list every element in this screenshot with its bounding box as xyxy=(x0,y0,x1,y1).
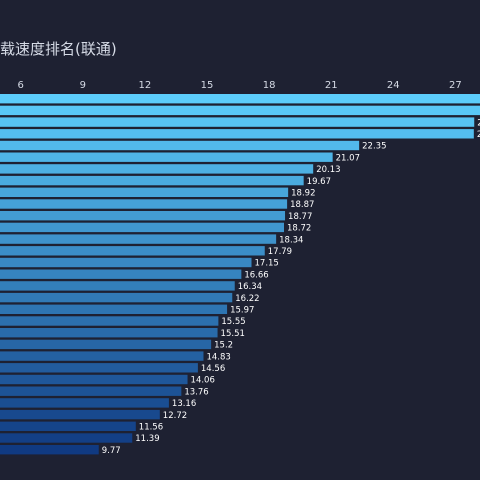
bar xyxy=(0,152,333,162)
bar xyxy=(0,246,265,256)
bar-value-label: 16.22 xyxy=(235,294,259,304)
bar xyxy=(0,187,289,197)
bar xyxy=(0,281,235,291)
bar-value-label: 12.72 xyxy=(163,411,187,421)
bar-value-label: 14.56 xyxy=(201,364,225,374)
bar xyxy=(0,211,286,221)
bar-value-label: 13.76 xyxy=(184,387,208,397)
bar-value-label: 21.07 xyxy=(336,153,360,163)
bar xyxy=(0,363,198,373)
bar-value-label: 15.55 xyxy=(221,317,245,327)
bar xyxy=(0,409,160,420)
x-tick-label: 9 xyxy=(80,80,86,91)
bar-value-label: 11.56 xyxy=(139,423,163,433)
bar-value-label: 18.72 xyxy=(287,224,311,234)
bar xyxy=(0,292,233,303)
bar-value-label: 15.51 xyxy=(221,329,245,339)
bar xyxy=(0,386,182,396)
chart-title: 载速度排名(联通) xyxy=(0,40,117,58)
bar xyxy=(0,117,475,127)
x-tick-label: 21 xyxy=(325,80,338,91)
bar-value-label: 16.34 xyxy=(238,282,262,292)
bar xyxy=(0,105,480,116)
x-tick-label: 18 xyxy=(263,80,276,91)
bar xyxy=(0,234,277,244)
bar xyxy=(0,433,133,443)
bar xyxy=(0,222,285,233)
bar-value-label: 19.67 xyxy=(307,177,331,187)
bar xyxy=(0,140,360,151)
bar-value-label: 14.83 xyxy=(206,352,230,362)
bar-value-label: 14.06 xyxy=(191,376,215,386)
bar xyxy=(0,421,136,431)
bar-value-label: 15.97 xyxy=(230,306,254,316)
bar-value-label: 18.87 xyxy=(290,200,314,210)
bar xyxy=(0,398,169,408)
bar xyxy=(0,328,218,338)
x-tick-label: 27 xyxy=(449,80,462,91)
bar-value-label: 22.35 xyxy=(362,142,386,152)
bar-value-label: 15.2 xyxy=(214,341,233,351)
x-tick-label: 12 xyxy=(139,80,152,91)
bar-value-label: 20.13 xyxy=(316,165,340,175)
bar xyxy=(0,164,314,174)
x-tick-label: 15 xyxy=(201,80,214,91)
bar-value-label: 18.34 xyxy=(279,235,303,245)
bar-value-label: 18.92 xyxy=(291,189,315,199)
bar-value-label: 17.79 xyxy=(268,247,292,257)
bar xyxy=(0,374,188,385)
bar-value-label: 17.15 xyxy=(255,259,279,269)
bar xyxy=(0,351,204,361)
bar xyxy=(0,339,212,350)
bar xyxy=(0,94,480,104)
bar xyxy=(0,199,288,209)
x-tick-label: 6 xyxy=(18,80,24,91)
bar-value-label: 11.39 xyxy=(135,434,159,444)
bar-value-label: 9.77 xyxy=(102,446,121,456)
bar xyxy=(0,257,252,268)
x-tick-label: 24 xyxy=(387,80,400,91)
bar-value-label: 27.91 xyxy=(477,118,480,128)
bar-value-label: 16.66 xyxy=(244,270,268,280)
bar xyxy=(0,129,474,139)
bar xyxy=(0,304,228,314)
bar xyxy=(0,445,99,455)
bar xyxy=(0,175,304,186)
bar-value-label: 13.16 xyxy=(172,399,196,409)
bar-value-label: 18.77 xyxy=(288,212,312,222)
bar xyxy=(0,316,219,326)
bar xyxy=(0,269,242,279)
bar-value-label: 27.89 xyxy=(477,130,480,140)
